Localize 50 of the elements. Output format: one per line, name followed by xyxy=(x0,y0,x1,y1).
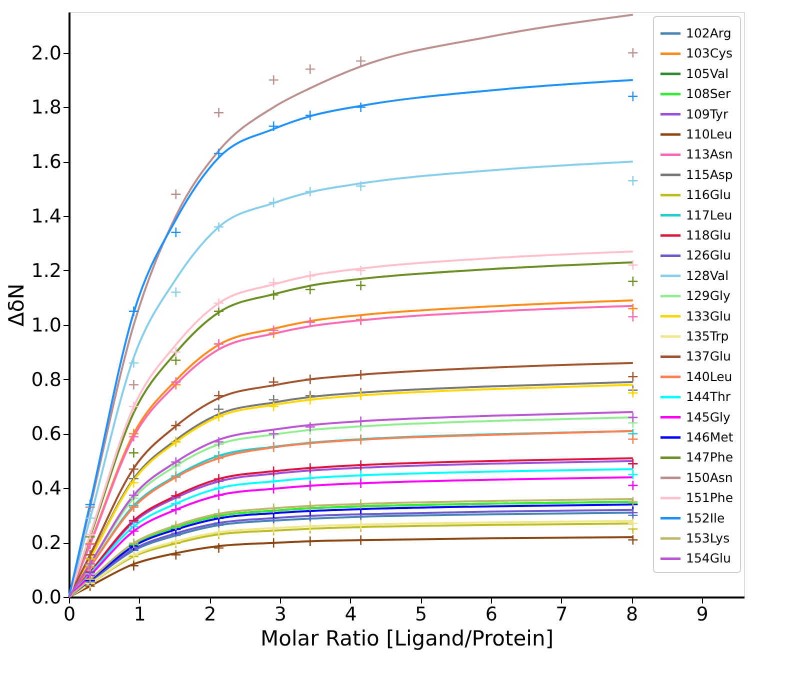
legend-label: 105Val xyxy=(686,66,729,81)
legend-label: 151Phe xyxy=(686,490,734,506)
legend-label: 135Trp xyxy=(686,328,729,344)
legend-label: 133Glu xyxy=(686,308,731,324)
y-tick-label: 0.8 xyxy=(31,368,62,391)
x-tick-label: 0 xyxy=(63,604,76,626)
x-tick-label: 7 xyxy=(556,604,568,626)
x-axis-title: Molar Ratio [Ligand/Protein] xyxy=(260,626,554,650)
legend-label: 129Gly xyxy=(686,288,732,304)
legend-label: 108Ser xyxy=(686,86,732,102)
y-tick-label: 1.8 xyxy=(31,96,62,119)
x-tick-label: 1 xyxy=(134,604,146,626)
legend-label: 145Gly xyxy=(686,409,732,424)
y-tick-label: 1.6 xyxy=(31,151,62,174)
legend-label: 147Phe xyxy=(686,450,734,465)
legend-label: 118Glu xyxy=(686,228,731,242)
y-tick-label: 1.2 xyxy=(31,260,62,282)
x-tick-label: 3 xyxy=(274,604,286,626)
legend-label: 113Asn xyxy=(686,146,733,162)
y-tick-label: 1.0 xyxy=(31,314,62,336)
legend-label: 153Lys xyxy=(686,530,730,546)
legend-label: 117Leu xyxy=(686,207,732,222)
y-tick-label: 0.2 xyxy=(31,532,62,554)
y-tick-label: 2.0 xyxy=(31,42,62,64)
y-tick-label: 0.4 xyxy=(31,478,62,500)
y-axis-title: ΔδN xyxy=(4,284,28,326)
x-tick-label: 2 xyxy=(204,604,216,626)
legend-label: 126Glu xyxy=(686,248,731,263)
y-tick-label: 1.4 xyxy=(31,206,62,228)
legend-label: 137Glu xyxy=(686,348,731,364)
legend-label: 140Leu xyxy=(686,368,732,384)
legend-label: 110Leu xyxy=(686,126,732,142)
legend-label: 109Tyr xyxy=(686,106,729,122)
legend-label: 102Arg xyxy=(686,26,732,40)
legend-label: 103Cys xyxy=(686,46,732,61)
x-tick-label: 4 xyxy=(344,604,357,626)
legend-label: 150Asn xyxy=(686,470,733,485)
x-tick-label: 9 xyxy=(696,604,708,626)
x-tick-label: 6 xyxy=(485,604,498,626)
legend-label: 144Thr xyxy=(686,389,732,404)
legend-label: 115Asp xyxy=(686,166,733,182)
x-tick-label: 8 xyxy=(626,604,638,626)
x-tick-label: 5 xyxy=(415,604,428,626)
legend-label: 116Glu xyxy=(686,187,731,202)
y-tick-label: 0.6 xyxy=(31,423,62,446)
y-tick-label: 0.0 xyxy=(31,586,62,608)
legend-label: 128Val xyxy=(686,268,729,283)
legend-label: 146Met xyxy=(686,430,734,444)
legend-label: 152Ile xyxy=(686,510,726,526)
legend-label: 154Glu xyxy=(686,550,731,566)
